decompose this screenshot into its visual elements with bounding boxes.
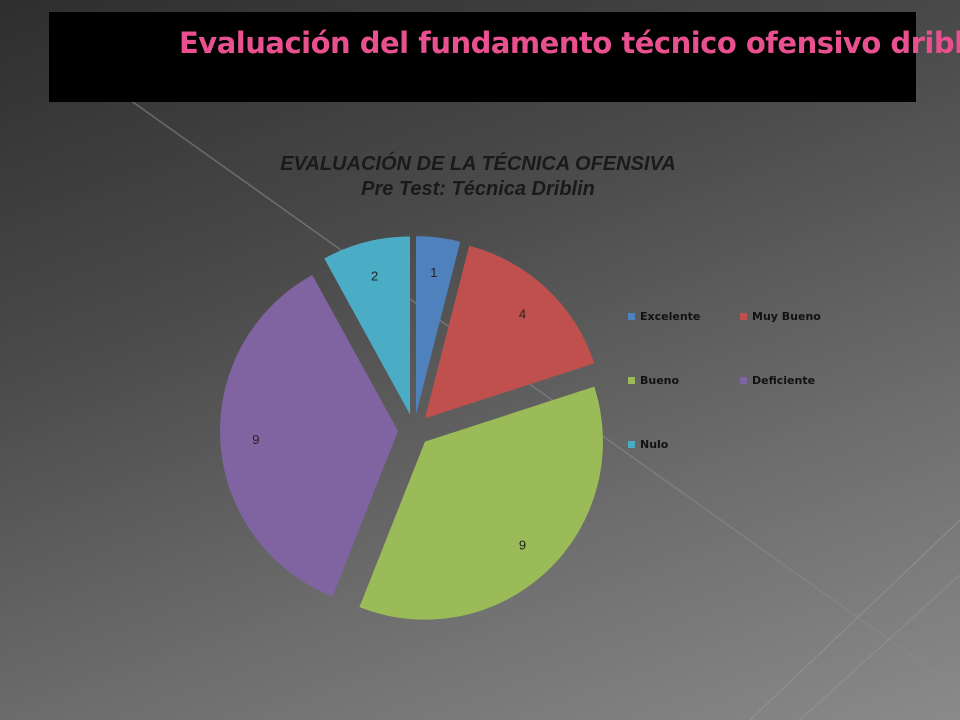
legend-item-bueno: Bueno (628, 374, 679, 387)
legend-swatch (740, 313, 747, 320)
legend-swatch (628, 441, 635, 448)
chart-title: EVALUACIÓN DE LA TÉCNICA OFENSIVA (280, 153, 676, 175)
pie-slice-deficiente (220, 275, 399, 597)
chart-legend: Excelente Muy Bueno Bueno Deficiente Nulo (628, 310, 858, 460)
legend-swatch (628, 377, 635, 384)
legend-item-excelente: Excelente (628, 310, 700, 323)
legend-item-nulo: Nulo (628, 438, 668, 451)
chart-title-block: EVALUACIÓN DE LA TÉCNICA OFENSIVA Pre Te… (200, 152, 756, 202)
legend-swatch (740, 377, 747, 384)
legend-label: Excelente (640, 310, 701, 323)
legend-swatch (628, 313, 635, 320)
legend-label: Muy Bueno (752, 310, 821, 323)
slide-title: Evaluación del fundamento técnico ofensi… (179, 26, 960, 60)
chart-subtitle: Pre Test: Técnica Driblin (361, 178, 595, 200)
pie-slice-nulo (324, 236, 411, 415)
data-label-bueno: 9 (519, 537, 526, 552)
legend-label: Bueno (640, 374, 680, 387)
legend-label: Deficiente (752, 374, 816, 387)
pie-slice-excelente (416, 236, 461, 415)
data-label-excelente: 1 (430, 265, 437, 280)
legend-item-muy-bueno: Muy Bueno (740, 310, 821, 323)
pie-slice-muy-bueno (424, 245, 595, 419)
legend-label: Nulo (640, 438, 669, 451)
data-label-nulo: 2 (371, 269, 378, 284)
data-label-deficiente: 9 (252, 432, 259, 447)
data-label-muy-bueno: 4 (519, 307, 526, 322)
pie-slice-bueno (359, 386, 603, 620)
legend-item-deficiente: Deficiente (740, 374, 815, 387)
title-bar: Evaluación del fundamento técnico ofensi… (49, 12, 960, 102)
